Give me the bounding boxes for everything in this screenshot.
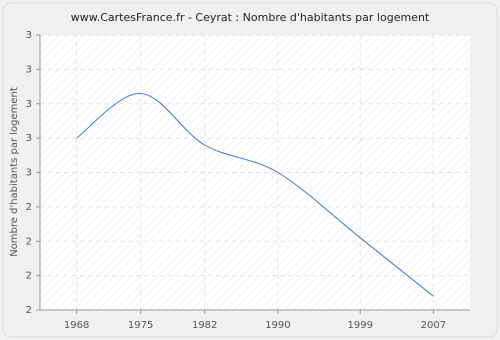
x-tick-label: 1999 <box>347 320 372 331</box>
x-tick-label: 1968 <box>64 320 89 331</box>
y-tick-label: 2 <box>26 305 32 316</box>
data-line <box>76 92 434 297</box>
y-tick-label: 2 <box>26 271 32 282</box>
x-tick-label: 2007 <box>421 320 446 331</box>
y-tick-label: 3 <box>26 133 32 144</box>
y-tick-label: 3 <box>26 30 32 41</box>
plot-hatch <box>40 35 470 310</box>
y-tick-label: 3 <box>26 168 32 179</box>
y-tick-label: 3 <box>26 99 32 110</box>
chart-title: www.CartesFrance.fr - Ceyrat : Nombre d'… <box>71 11 430 24</box>
x-tick-label: 1982 <box>192 320 217 331</box>
x-tick-label: 1975 <box>128 320 153 331</box>
y-tick-label: 2 <box>26 202 32 213</box>
x-tick-label: 1990 <box>265 320 290 331</box>
y-tick-label: 2 <box>26 236 32 247</box>
y-tick-label: 3 <box>26 64 32 75</box>
y-axis-label: Nombre d'habitants par logement <box>9 87 20 257</box>
